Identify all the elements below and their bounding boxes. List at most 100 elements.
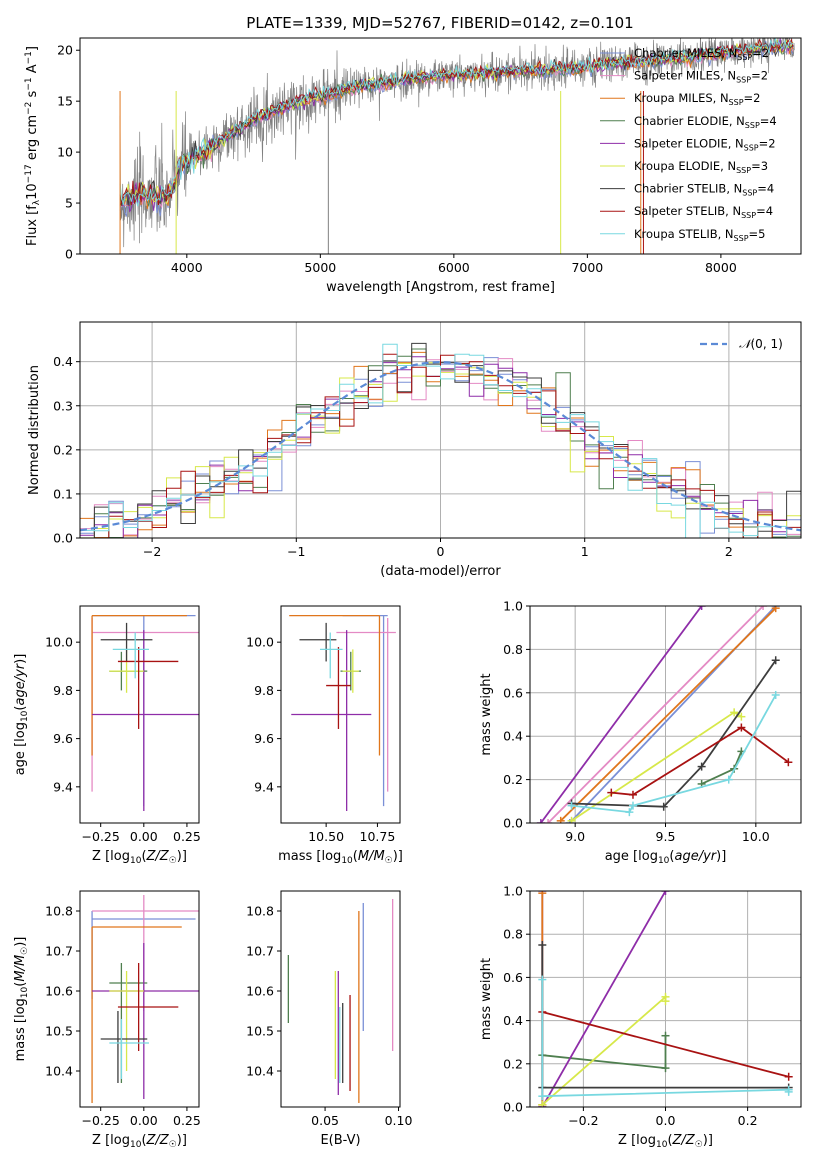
weight-marker — [661, 997, 670, 1006]
x-tick-label: 0.25 — [173, 1113, 201, 1128]
y-tick-label: 0.3 — [53, 398, 73, 413]
weight-marker — [661, 1031, 670, 1040]
y-tick-label: 0.2 — [53, 442, 73, 457]
legend-label: Salpeter STELIB, NSSP=4 — [634, 204, 773, 220]
x-tick-label: 0 — [437, 544, 445, 559]
age_vs_Z-axes: −0.25 0.00 0.25 9.4 9.6 9.8 10.0 — [45, 635, 201, 844]
y-tick-label: 9.6 — [254, 731, 274, 746]
x-tick-label: 5000 — [304, 260, 336, 275]
errorbar-point-salpeter_miles — [336, 618, 396, 792]
weight-marker — [771, 690, 780, 699]
y-tick-label: 0.2 — [503, 1056, 523, 1071]
y-tick-label: 9.4 — [254, 779, 274, 794]
legend-label: Salpeter ELODIE, NSSP=2 — [634, 136, 776, 152]
errorbar-point-chabrier_stelib — [100, 622, 153, 662]
mass_vs_Z-xlabel: Z [log10(Z/Z☉)] — [92, 1133, 187, 1150]
errorbar-point-kroupa_miles — [91, 614, 187, 756]
spectrum-model-salpeter_stelib — [119, 38, 794, 206]
weight_vs_age-series — [536, 606, 793, 823]
weight-marker — [538, 891, 547, 898]
x-tick-label: 0.0 — [656, 1113, 676, 1128]
spectrum-data-line — [119, 38, 795, 248]
legend-label: Kroupa MILES, NSSP=2 — [634, 91, 760, 107]
weight-marker — [771, 606, 780, 613]
spectrum-model-kroupa_miles — [119, 39, 794, 210]
y-tick-label: 9.4 — [53, 779, 73, 794]
y-tick-label: 15 — [57, 94, 73, 109]
residual-hist-kroupa_stelib — [80, 343, 801, 538]
weight-marker — [784, 1087, 793, 1096]
errorbar-point-salpeter_miles — [91, 618, 199, 792]
weight-marker — [536, 819, 545, 823]
y-tick-label: 10.8 — [45, 904, 73, 919]
residuals-axes: −2 −1 0 1 2 0.0 0.1 0.2 0.3 0.4 — [53, 322, 801, 559]
weight-line-kroupa_elodie — [541, 994, 667, 1106]
errorbar-point-salpeter_elodie — [291, 630, 372, 811]
errorbar-point-salpeter_elodie — [92, 630, 199, 811]
y-tick-label: 0.4 — [53, 354, 73, 369]
weight_vs_Z-series — [538, 891, 793, 1107]
y-tick-label: 20 — [57, 43, 73, 58]
errorbar-point-kroupa_stelib — [109, 1019, 149, 1079]
errorbar-point-salpeter_stelib — [117, 963, 179, 1051]
weight-marker — [659, 802, 668, 811]
x-tick-label: 10.0 — [742, 829, 770, 844]
y-tick-label: 10.5 — [45, 1024, 73, 1039]
x-tick-label: 9.0 — [565, 829, 585, 844]
x-tick-label: 8000 — [705, 260, 737, 275]
errorbar-point-chabrier_elodie — [109, 963, 148, 1083]
spectrum-axes: 4000 5000 6000 7000 8000 0 5 10 15 20 — [57, 43, 737, 275]
mass_vs_Z-points — [91, 895, 199, 1103]
x-tick-label: 4000 — [171, 260, 203, 275]
weight_vs_Z-xlabel: Z [log10(Z/Z☉)] — [618, 1133, 713, 1150]
residuals-frame — [79, 321, 802, 539]
y-tick-label: 10.6 — [45, 984, 73, 999]
y-tick-label: 0 — [65, 247, 73, 262]
y-tick-label: 0.8 — [503, 927, 523, 942]
age_vs_Z-xlabel: Z [log10(Z/Z☉)] — [92, 849, 187, 866]
weight-marker — [697, 762, 706, 771]
weight-line-salpeter_elodie — [540, 606, 703, 823]
x-tick-label: 6000 — [438, 260, 470, 275]
weight-line-salpeter_elodie — [541, 891, 667, 1107]
y-tick-label: 10.6 — [246, 984, 274, 999]
weight_vs_age-frame — [529, 605, 802, 824]
mass_vs_ebv-frame — [280, 890, 401, 1108]
errorbar-point-kroupa_stelib — [112, 632, 149, 679]
errorbar-point-kroupa_elodie — [342, 649, 359, 693]
weight-marker — [771, 656, 780, 665]
x-tick-label: −0.2 — [568, 1113, 598, 1128]
y-tick-label: 10.0 — [45, 635, 73, 650]
y-tick-label: 10.0 — [246, 635, 274, 650]
errorbar-point-kroupa_miles — [91, 926, 182, 1103]
age_vs_mass-points — [289, 614, 396, 811]
spectrum-frame — [79, 37, 802, 255]
y-tick-label: 10.4 — [246, 1064, 274, 1079]
weight-line-chabrier_stelib — [571, 659, 777, 808]
mass_vs_Z-frame — [79, 890, 200, 1108]
weight-marker — [544, 819, 553, 823]
y-tick-label: 0.4 — [503, 1013, 523, 1028]
y-tick-label: 10.7 — [246, 944, 274, 959]
weight-marker — [730, 708, 739, 717]
x-tick-label: −0.25 — [82, 1113, 120, 1128]
weight-marker — [737, 723, 746, 732]
y-tick-label: 1.0 — [503, 884, 523, 899]
y-tick-label: 10.4 — [45, 1064, 73, 1079]
y-tick-label: 0.8 — [503, 642, 523, 657]
x-tick-label: 2 — [725, 544, 733, 559]
x-tick-label: −2 — [143, 544, 161, 559]
errorbar-point-salpeter_stelib — [326, 646, 351, 729]
errorbar-point-salpeter_miles — [92, 895, 199, 1011]
legend-label: Chabrier MILES, NSSP=2 — [634, 46, 769, 62]
spectrum-lines — [119, 38, 795, 254]
residual-hist-kroupa_miles — [80, 351, 801, 538]
weight-marker — [784, 1072, 793, 1081]
residual-hist-salpeter_stelib — [80, 353, 801, 538]
mass_vs_ebv-points — [287, 899, 394, 1103]
x-tick-label: 0.2 — [738, 1113, 758, 1128]
y-tick-label: 0.0 — [53, 531, 73, 546]
x-tick-label: 0.25 — [173, 829, 201, 844]
age_vs_mass-axes: 10.50 10.75 9.4 9.6 9.8 10.0 — [246, 635, 395, 844]
